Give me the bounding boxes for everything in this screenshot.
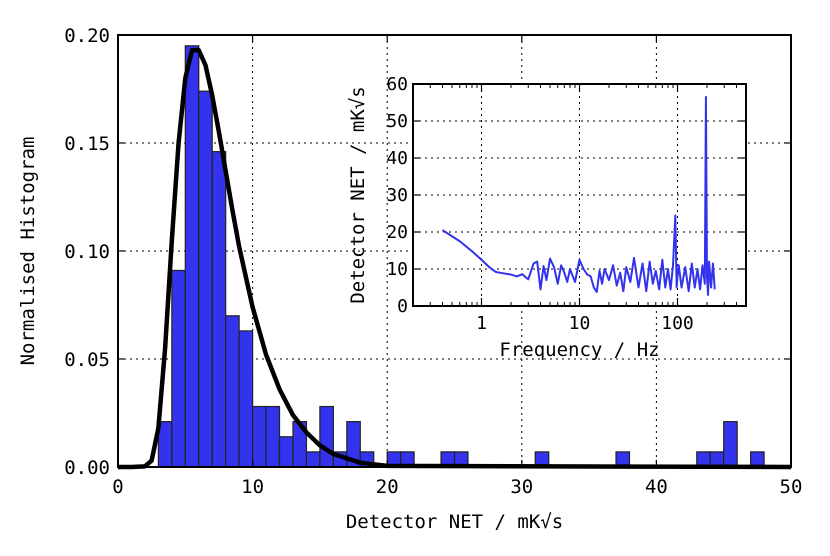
histogram-bar (198, 90, 213, 468)
histogram-bar (252, 405, 267, 468)
histogram-bar (723, 421, 738, 468)
fit-curve-line (118, 47, 792, 470)
histogram-bar (319, 405, 334, 468)
x-tick-label: 0 (112, 476, 123, 498)
inset-x-tick-label: 1 (476, 313, 487, 334)
y-tick-label: 0.10 (64, 241, 110, 263)
y-tick-label: 0.15 (64, 133, 110, 155)
histogram-bar (171, 269, 186, 468)
histogram-bar (225, 315, 240, 468)
inset-y-tick-label: 40 (386, 148, 408, 169)
inset-x-axis-label: Frequency / Hz (499, 339, 659, 361)
x-tick-label: 20 (376, 476, 399, 498)
x-tick-label: 30 (510, 476, 533, 498)
inset-x-tick-label: 100 (661, 313, 694, 334)
main-histogram-chart: 0 10 20 30 40 500.000.050.100.150.20Detector … (17, 25, 802, 533)
y-axis-label: Normalised Histogram (17, 137, 39, 366)
x-axis-label: Detector NET / mK√s (346, 511, 563, 533)
y-tick-label: 0.00 (64, 457, 110, 479)
y-tick-label: 0.05 (64, 349, 110, 371)
inset-y-axis-label: Detector NET / mK√s (347, 86, 369, 303)
inset-frequency-chart: 1 10 100 0 10 20 30 40 50 60 Frequency / Hz Detecto… (347, 74, 747, 361)
y-tick-label: 0.20 (64, 25, 110, 47)
histogram-bar (278, 436, 294, 468)
histogram-bar (211, 151, 227, 468)
histogram-bar (305, 451, 321, 468)
inset-y-tick-label: 30 (386, 185, 408, 206)
inset-y-tick-label: 10 (386, 259, 408, 280)
inset-y-tick-label: 20 (386, 222, 408, 243)
inset-y-tick-label: 0 (397, 296, 408, 317)
histogram-bar (238, 330, 254, 468)
inset-x-tick-label: 10 (569, 313, 591, 334)
x-tick-label: 40 (645, 476, 668, 498)
x-tick-label: 10 (241, 476, 264, 498)
inset-data-line (441, 95, 716, 296)
x-tick-label: 50 (780, 476, 803, 498)
histogram-bar (184, 45, 200, 468)
histogram-bar (265, 405, 281, 468)
inset-y-tick-label: 60 (386, 74, 408, 95)
inset-y-tick-label: 50 (386, 111, 408, 132)
